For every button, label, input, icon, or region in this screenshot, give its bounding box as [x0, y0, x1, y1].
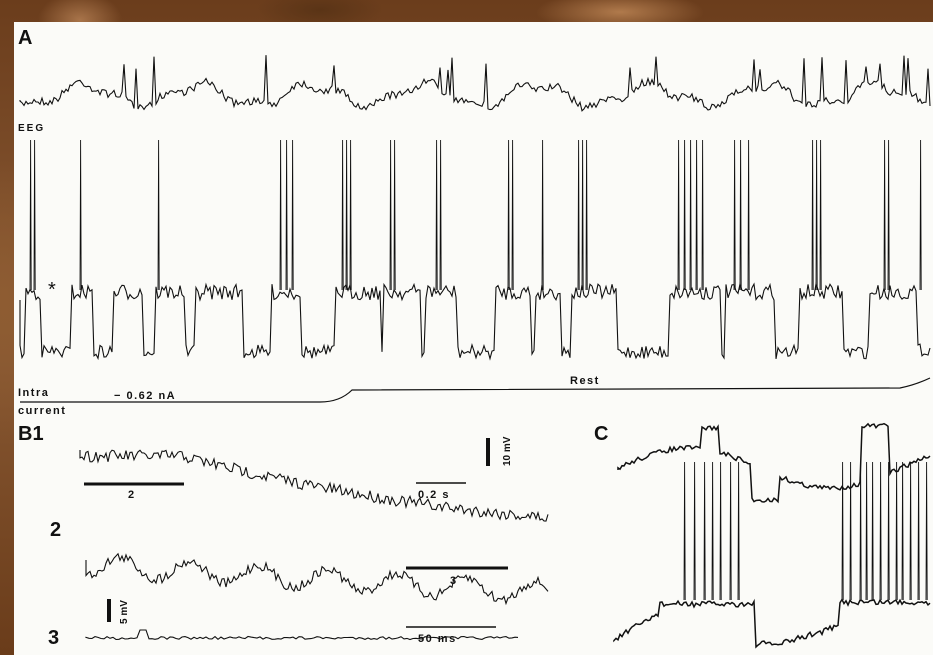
- b3-trace: [85, 629, 519, 641]
- panel-label-a: A: [18, 27, 32, 49]
- scale-5mv-label: 5 mV: [119, 600, 130, 624]
- c-spikes: [683, 461, 928, 601]
- b1-trace: [79, 449, 549, 522]
- range-bar-2-label: 2: [128, 489, 136, 501]
- rest-label: Rest: [570, 375, 600, 387]
- b-sub-label-2: 2: [50, 519, 61, 541]
- asterisk-marker: *: [48, 279, 56, 301]
- eeg-label: EEG: [18, 123, 45, 134]
- range-bar-3-label: 3: [450, 575, 458, 587]
- eeg-trace: [19, 55, 931, 112]
- intra-label: Intra: [18, 387, 49, 399]
- current-label: current: [18, 405, 66, 417]
- scale-02s-label: 0.2 s: [418, 489, 450, 501]
- action-potential-spikes: [29, 139, 922, 291]
- b-sub-label-3: 3: [48, 627, 59, 649]
- intracellular-trace: [19, 281, 931, 361]
- figure-paper: [14, 22, 933, 655]
- b2-trace: [85, 552, 549, 606]
- current-value-label: − 0.62 nA: [114, 390, 176, 402]
- panel-label-b1: B1: [18, 423, 44, 445]
- c-field-trace: [617, 422, 931, 504]
- scale-50ms-label: 50 ms: [418, 633, 457, 645]
- c-intracellular-trace: [613, 597, 931, 649]
- panel-label-c: C: [594, 423, 608, 445]
- current-trace: [20, 377, 931, 403]
- scale-10mv-label: 10 mV: [502, 436, 513, 466]
